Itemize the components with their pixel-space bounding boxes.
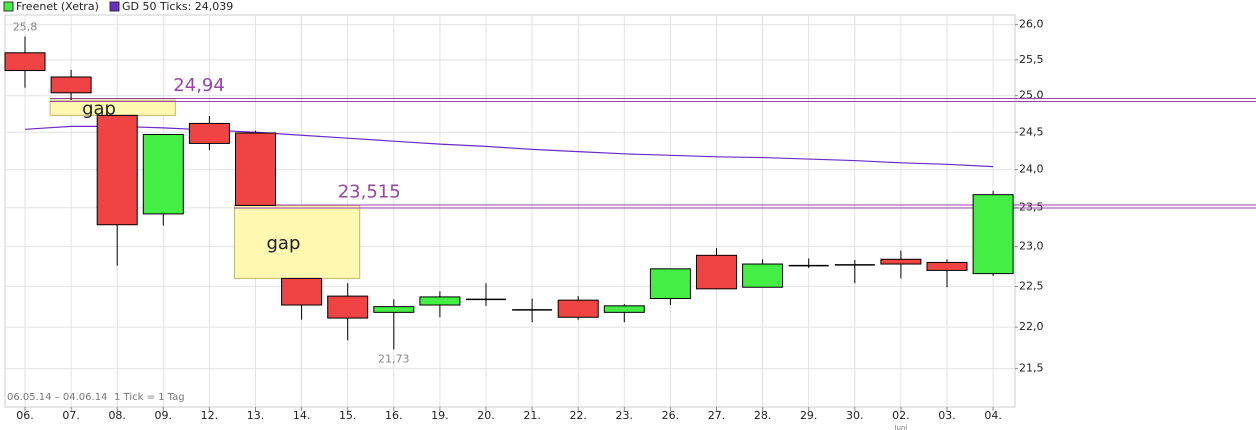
- y-tick-label: 26,0: [1019, 18, 1044, 31]
- candle-body: [373, 306, 415, 313]
- x-tick-label: 23.: [616, 409, 634, 422]
- candle-body: [50, 76, 92, 94]
- candle-body: [4, 52, 46, 72]
- legend-label: Freenet (Xetra): [16, 0, 99, 13]
- gap-label: gap: [267, 233, 301, 254]
- y-tick-label: 21,5: [1019, 362, 1044, 375]
- candle-body: [603, 305, 645, 313]
- y-tick-label: 24,0: [1019, 163, 1044, 176]
- x-tick-label: 15.: [339, 409, 357, 422]
- x-tick-label: 19.: [431, 409, 449, 422]
- candle-body: [188, 122, 230, 144]
- candle-body: [142, 133, 184, 215]
- candle-body: [696, 254, 737, 290]
- tick-note: 1 Tick = 1 Tag: [114, 392, 185, 403]
- x-tick-label: 22.: [569, 409, 587, 422]
- month-label: Juni: [893, 424, 907, 430]
- legend-label: GD 50 Ticks: 24,039: [122, 0, 233, 13]
- y-tick-label: 22,5: [1019, 279, 1044, 292]
- annotation: 21,73: [378, 352, 410, 365]
- y-tick-label: 25,0: [1019, 89, 1044, 102]
- legend-swatch: [3, 1, 14, 12]
- candle-body: [742, 263, 784, 288]
- x-tick-label: 06.: [16, 409, 34, 422]
- candle-body: [649, 268, 691, 300]
- annotation: 25,8: [13, 21, 38, 34]
- y-tick-label: 23,0: [1019, 240, 1044, 253]
- legend-swatch: [109, 1, 120, 12]
- x-tick-label: 02.: [892, 409, 910, 422]
- x-tick-label: 07.: [62, 409, 80, 422]
- gap-label: gap: [82, 99, 116, 120]
- candle-body: [972, 194, 1014, 275]
- y-tick-label: 23,5: [1019, 201, 1044, 214]
- candle-body: [235, 132, 276, 206]
- x-tick-label: 08.: [108, 409, 126, 422]
- x-tick-label: 16.: [385, 409, 403, 422]
- x-tick-label: 04.: [984, 409, 1002, 422]
- candle-body: [926, 261, 968, 271]
- candle-body: [880, 258, 922, 265]
- x-tick-label: 29.: [800, 409, 818, 422]
- candle-body: [281, 277, 323, 306]
- candle-body: [557, 299, 599, 318]
- x-tick-label: 03.: [938, 409, 956, 422]
- candle-body: [419, 296, 461, 306]
- x-tick-label: 09.: [155, 409, 173, 422]
- x-tick-label: 26.: [662, 409, 680, 422]
- period-label: 06.05.14 – 04.06.14: [7, 392, 107, 403]
- x-tick-label: 30.: [846, 409, 864, 422]
- x-tick-label: 14.: [293, 409, 311, 422]
- y-tick-label: 22,0: [1019, 320, 1044, 333]
- y-tick-label: 25,5: [1019, 53, 1044, 66]
- moving-average-line: [24, 125, 994, 168]
- x-tick-label: 28.: [754, 409, 772, 422]
- y-tick-label: 24,5: [1019, 125, 1044, 138]
- candle-body: [327, 295, 369, 319]
- x-tick-label: 27.: [708, 409, 726, 422]
- gap-box: [234, 204, 361, 279]
- x-tick-label: 12.: [201, 409, 219, 422]
- x-tick-label: 20.: [477, 409, 495, 422]
- x-tick-label: 21.: [523, 409, 541, 422]
- level-label: 24,94: [173, 75, 225, 96]
- x-tick-label: 13.: [247, 409, 265, 422]
- level-label: 23,515: [338, 182, 401, 203]
- candle-body: [96, 114, 138, 226]
